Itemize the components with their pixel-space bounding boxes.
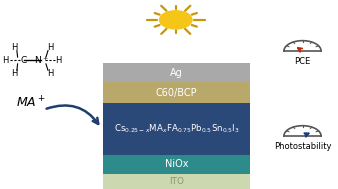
- Text: H: H: [56, 56, 62, 65]
- Bar: [103, 155, 250, 174]
- Text: Photostability: Photostability: [274, 142, 331, 151]
- Text: C: C: [21, 56, 27, 65]
- Bar: [103, 174, 250, 189]
- Text: MA$^+$: MA$^+$: [16, 95, 46, 111]
- Text: N$^+$: N$^+$: [34, 55, 49, 66]
- Text: Ag: Ag: [170, 68, 183, 78]
- Text: H: H: [11, 69, 17, 78]
- Text: Cs$_{0.25-x}$MA$_x$FA$_{0.75}$Pb$_{0.5}$Sn$_{0.5}$I$_3$: Cs$_{0.25-x}$MA$_x$FA$_{0.75}$Pb$_{0.5}$…: [114, 123, 240, 135]
- Text: H: H: [2, 56, 8, 65]
- Bar: [103, 103, 250, 155]
- Text: ITO: ITO: [169, 177, 184, 186]
- Text: H: H: [11, 43, 17, 52]
- Bar: [103, 63, 250, 82]
- Text: NiOx: NiOx: [165, 160, 188, 169]
- Text: H: H: [48, 69, 54, 78]
- Text: PCE: PCE: [294, 57, 311, 66]
- Text: H: H: [48, 43, 54, 52]
- Bar: [103, 82, 250, 103]
- Circle shape: [160, 11, 192, 29]
- Text: C60/BCP: C60/BCP: [156, 88, 197, 98]
